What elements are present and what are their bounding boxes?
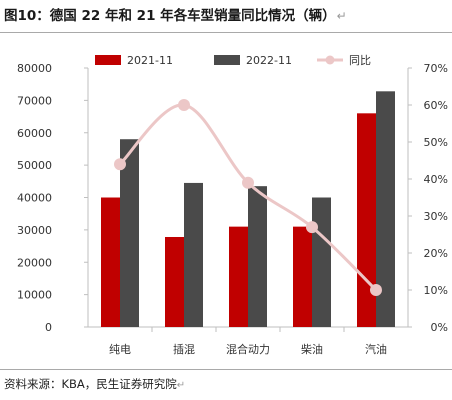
legend-label-同比: 同比 bbox=[349, 54, 371, 67]
source-text: 资料来源：KBA，民生证券研究院 bbox=[4, 377, 177, 391]
point-同比 bbox=[178, 99, 190, 111]
return-mark-icon: ↵ bbox=[176, 380, 186, 391]
y-right-tick-label: 70% bbox=[424, 62, 448, 75]
x-tick-label: 纯电 bbox=[109, 343, 131, 356]
x-tick-label: 柴油 bbox=[301, 342, 323, 356]
bar-2021-11 bbox=[293, 226, 312, 327]
chart-title: 图10：德国 22 年和 21 年各车型销量同比情况（辆）↵ bbox=[4, 4, 444, 24]
y-right-tick-label: 30% bbox=[424, 210, 448, 223]
y-left-tick-label: 20000 bbox=[17, 256, 52, 269]
bar-2021-11 bbox=[165, 236, 184, 327]
point-同比 bbox=[242, 176, 254, 189]
x-tick-label: 混合动力 bbox=[226, 342, 270, 356]
legend-label-2021-11: 2021-11 bbox=[127, 54, 173, 67]
bar-2022-11 bbox=[184, 182, 203, 327]
bar-2021-11 bbox=[229, 226, 248, 327]
point-同比 bbox=[370, 284, 382, 296]
y-left-tick-label: 30000 bbox=[17, 224, 52, 237]
chart-area: 0 10000 20000 30000 40000 50000 60000 70000 8000… bbox=[17, 54, 448, 356]
y-left-tick-label: 60000 bbox=[17, 127, 52, 140]
y-right-tick-label: 40% bbox=[424, 173, 448, 186]
legend-marker-同比 bbox=[325, 55, 335, 65]
x-tick-label: 插混 bbox=[173, 342, 195, 356]
bar-2022-11 bbox=[376, 91, 395, 327]
point-同比 bbox=[114, 158, 126, 171]
bar-2022-11 bbox=[120, 139, 139, 327]
bar-2021-11 bbox=[101, 197, 120, 327]
x-tick-label: 汽油 bbox=[365, 342, 387, 356]
chart-title-text: 图10：德国 22 年和 21 年各车型销量同比情况（辆） bbox=[4, 8, 336, 24]
y-left-tick-label: 40000 bbox=[17, 192, 52, 205]
y-right-tick-label: 10% bbox=[424, 284, 448, 297]
y-left-tick-label: 70000 bbox=[17, 94, 52, 107]
bar-2022-11 bbox=[312, 197, 331, 327]
legend-swatch-2022-11 bbox=[214, 55, 240, 65]
point-同比 bbox=[306, 221, 318, 234]
top-divider bbox=[0, 32, 452, 33]
return-mark-icon: ↵ bbox=[336, 9, 347, 23]
y-left-tick-label: 0 bbox=[45, 321, 52, 334]
y-left-tick-label: 50000 bbox=[17, 159, 52, 172]
y-right-tick-label: 0% bbox=[431, 321, 448, 334]
legend-swatch-2021-11 bbox=[95, 55, 121, 65]
y-right-tick-label: 50% bbox=[424, 136, 448, 149]
y-left-tick-label: 10000 bbox=[17, 289, 52, 302]
y-right-tick-label: 20% bbox=[424, 247, 448, 260]
bar-2022-11 bbox=[248, 186, 267, 327]
source-note: 资料来源：KBA，民生证券研究院↵ bbox=[4, 376, 185, 392]
y-left-tick-label: 80000 bbox=[17, 62, 52, 75]
bottom-divider bbox=[0, 369, 452, 370]
y-right-tick-label: 60% bbox=[424, 99, 448, 112]
legend-label-2022-11: 2022-11 bbox=[246, 54, 292, 67]
